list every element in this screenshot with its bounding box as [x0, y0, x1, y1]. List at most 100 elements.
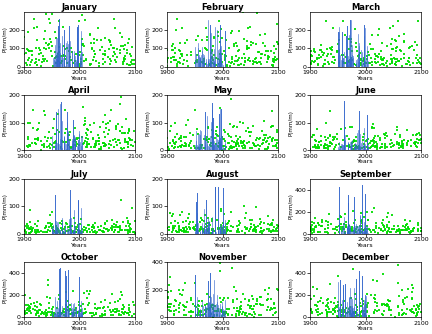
Point: [222, 311, 229, 317]
Point: [398, 227, 405, 233]
Point: [95, 139, 102, 144]
Point: [272, 310, 279, 315]
Y-axis label: P(mm/m): P(mm/m): [3, 26, 8, 52]
Point: [94, 225, 101, 230]
Point: [322, 307, 329, 312]
Point: [198, 59, 205, 65]
Point: [77, 61, 84, 66]
Point: [60, 44, 67, 49]
Point: [408, 290, 415, 295]
Point: [46, 296, 53, 301]
Point: [84, 229, 91, 234]
Point: [399, 63, 406, 68]
Point: [333, 303, 340, 309]
Point: [95, 136, 102, 141]
Point: [272, 144, 279, 149]
Point: [406, 62, 413, 67]
Point: [107, 138, 114, 143]
Point: [178, 228, 185, 234]
Point: [353, 224, 360, 230]
Point: [108, 108, 114, 113]
Point: [251, 225, 258, 230]
Point: [413, 308, 419, 313]
Point: [26, 226, 33, 232]
Point: [414, 18, 421, 23]
Point: [334, 303, 341, 308]
Point: [394, 44, 401, 49]
Point: [337, 314, 344, 319]
Point: [264, 56, 271, 61]
Point: [378, 56, 384, 62]
Point: [320, 301, 327, 306]
Point: [184, 38, 191, 43]
Point: [382, 135, 389, 141]
Point: [319, 217, 326, 223]
Point: [262, 288, 269, 293]
Point: [191, 108, 198, 113]
Point: [348, 57, 355, 62]
Point: [326, 140, 333, 146]
Point: [363, 291, 370, 296]
Point: [58, 310, 65, 316]
Point: [65, 133, 72, 138]
Point: [25, 121, 32, 126]
Point: [250, 58, 257, 64]
Point: [206, 62, 213, 67]
Point: [115, 229, 122, 235]
Point: [331, 305, 338, 311]
Point: [410, 311, 417, 316]
Point: [338, 127, 345, 132]
Point: [330, 147, 337, 152]
Point: [253, 143, 260, 149]
Point: [116, 312, 123, 317]
Point: [228, 97, 235, 102]
Point: [370, 227, 377, 233]
Point: [395, 141, 402, 146]
Point: [75, 310, 82, 315]
Point: [247, 303, 254, 309]
Point: [248, 217, 255, 223]
Point: [33, 46, 40, 51]
Point: [115, 313, 122, 318]
Point: [169, 138, 176, 143]
Point: [257, 216, 264, 221]
Point: [25, 230, 32, 235]
Point: [245, 57, 252, 62]
Point: [413, 52, 420, 57]
Point: [125, 311, 132, 316]
Point: [129, 229, 136, 234]
Point: [93, 139, 100, 144]
Point: [374, 141, 381, 146]
Point: [211, 308, 218, 313]
Point: [24, 62, 31, 68]
Point: [370, 135, 377, 140]
Point: [403, 223, 410, 228]
Point: [41, 225, 48, 231]
Point: [67, 223, 73, 228]
Point: [205, 125, 212, 130]
Point: [327, 309, 334, 314]
Point: [236, 311, 243, 316]
Point: [373, 139, 380, 144]
Point: [120, 219, 127, 224]
Point: [195, 313, 202, 318]
Point: [55, 314, 62, 319]
Point: [265, 136, 272, 141]
Point: [51, 228, 58, 234]
Point: [338, 226, 345, 232]
Title: May: May: [213, 86, 232, 95]
Point: [354, 48, 361, 53]
Point: [63, 302, 70, 307]
Point: [197, 216, 204, 221]
Point: [196, 313, 203, 318]
Point: [169, 229, 176, 235]
Point: [38, 312, 44, 317]
Point: [352, 144, 359, 149]
Point: [368, 229, 375, 235]
Point: [187, 49, 194, 54]
Point: [214, 308, 221, 314]
Point: [414, 302, 421, 308]
Point: [238, 140, 245, 146]
Point: [238, 228, 245, 234]
X-axis label: Years: Years: [71, 76, 88, 81]
